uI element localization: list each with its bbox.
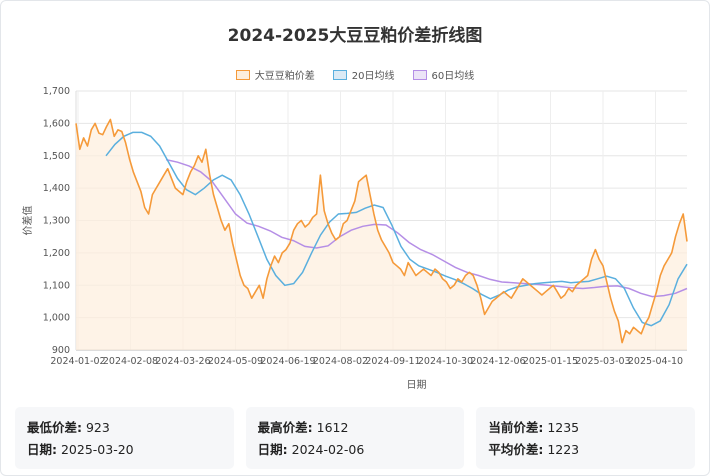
y-tick-label: 1,700: [43, 86, 70, 97]
legend-swatch-ma20: [332, 69, 347, 80]
x-tick-label: 2024-05-09: [208, 356, 263, 367]
chart-legend: 大豆豆粕价差 20日均线 60日均线: [1, 67, 709, 82]
stat-min-date: 2025-03-20: [60, 442, 134, 457]
stat-card-current: 当前价差: 1235 平均价差: 1223: [476, 407, 696, 469]
x-tick-label: 2025-04-10: [628, 356, 683, 367]
y-tick-label: 1,300: [43, 216, 70, 227]
stat-max-label: 最高价差:: [257, 420, 313, 435]
legend-item-spread[interactable]: 大豆豆粕价差: [235, 67, 315, 82]
stat-max-value: 1612: [316, 420, 349, 435]
x-tick-label: 2024-09-11: [365, 356, 420, 367]
legend-label-ma20: 20日均线: [351, 71, 395, 82]
legend-label-ma60: 60日均线: [431, 71, 475, 82]
y-tick-label: 1,600: [43, 118, 70, 129]
y-tick-label: 1,500: [43, 151, 70, 162]
line-chart: 900 1,000 1,100 1,200 1,300 1,400 1,500 1,600 1,…: [21, 86, 688, 391]
series-line-spread: [75, 118, 688, 344]
stat-min-label: 最低价差:: [27, 420, 82, 435]
stat-current-value: 1235: [547, 420, 580, 435]
legend-label-spread: 大豆豆粕价差: [254, 71, 315, 82]
spread-area: [76, 119, 687, 350]
x-tick-label: 2024-03-26: [155, 356, 210, 367]
stat-min-value: 923: [85, 420, 110, 435]
stat-card-min: 最低价差: 923 日期: 2025-03-20: [15, 407, 234, 469]
stat-current-label: 当前价差:: [488, 420, 544, 435]
legend-swatch-spread: [235, 69, 250, 80]
y-tick-label: 1,400: [43, 183, 70, 194]
legend-item-ma20[interactable]: 20日均线: [332, 67, 395, 82]
stat-avg-label: 平均价差:: [488, 442, 544, 457]
y-tick-label: 1,200: [43, 248, 70, 259]
y-tick-label: 1,000: [43, 313, 70, 324]
stat-min-date-label: 日期:: [27, 442, 57, 457]
legend-item-ma60[interactable]: 60日均线: [412, 67, 475, 82]
stats-panel: 最低价差: 923 日期: 2025-03-20 最高价差: 1612 日期: …: [15, 407, 696, 469]
x-axis-title: 日期: [407, 379, 427, 391]
stat-max-date: 2024-02-06: [291, 442, 365, 457]
x-tick-label: 2025-03-03: [575, 356, 630, 367]
x-tick-label: 2025-01-15: [523, 356, 578, 367]
stat-max-date-label: 日期:: [257, 442, 288, 457]
x-tick-label: 2024-10-30: [418, 356, 473, 367]
chart-title: 2024-2025大豆豆粕价差折线图: [227, 26, 483, 46]
y-tick-label: 900: [52, 345, 70, 356]
stat-card-max: 最高价差: 1612 日期: 2024-02-06: [245, 407, 465, 469]
y-axis-title: 价差值: [21, 206, 34, 236]
x-tick-label: 2024-06-19: [260, 356, 315, 367]
x-tick-label: 2024-02-08: [103, 356, 158, 367]
y-tick-label: 1,100: [43, 280, 70, 291]
series-line-ma20: [105, 131, 688, 327]
x-tick-label: 2024-12-06: [470, 356, 525, 367]
stat-avg-value: 1223: [547, 442, 580, 457]
x-tick-label: 2024-08-02: [313, 356, 368, 367]
x-tick-label: 2024-01-02: [50, 356, 105, 367]
legend-swatch-ma60: [412, 69, 427, 80]
